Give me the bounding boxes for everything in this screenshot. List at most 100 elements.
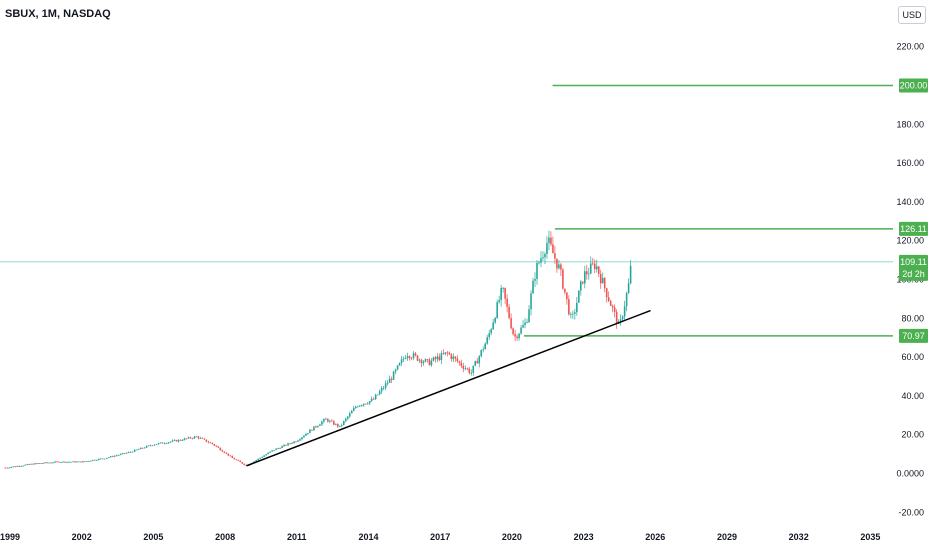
candle — [28, 463, 30, 465]
candle — [544, 251, 546, 265]
candle — [32, 463, 34, 465]
candle — [289, 442, 291, 445]
candle — [52, 461, 54, 464]
candle — [430, 358, 433, 367]
candle — [337, 423, 339, 429]
candle — [237, 459, 240, 461]
candle — [390, 376, 393, 384]
candle — [358, 405, 361, 407]
candle — [344, 417, 347, 423]
y-tick-label: 140.00 — [896, 197, 924, 207]
candle — [438, 353, 441, 362]
y-tick-label: 220.00 — [896, 42, 924, 52]
time-axis[interactable]: 1999 2002 2005 2008 2011 2014 2017 2020 2023 2026… — [0, 532, 880, 542]
candle — [135, 449, 138, 451]
candle — [74, 460, 76, 463]
trendline[interactable] — [246, 309, 651, 467]
candle — [179, 439, 182, 441]
candle — [143, 446, 146, 449]
y-tick-label: 40.00 — [901, 391, 924, 401]
candle — [464, 365, 467, 371]
candle — [522, 320, 524, 329]
candle — [145, 445, 148, 449]
candle — [221, 449, 224, 452]
candle — [362, 403, 365, 407]
candle — [456, 355, 459, 363]
x-tick-label: 2002 — [72, 532, 92, 542]
candle — [219, 447, 222, 451]
candle — [587, 267, 590, 280]
candle — [285, 444, 287, 446]
candle — [34, 462, 36, 465]
candle — [339, 425, 341, 428]
candle — [376, 394, 379, 396]
candle — [269, 451, 271, 454]
candle — [30, 463, 32, 465]
candle — [165, 442, 168, 444]
y-tick-label: 20.00 — [901, 430, 924, 440]
candle — [510, 313, 512, 330]
candle — [554, 245, 556, 264]
candle — [422, 360, 425, 366]
candle — [313, 426, 315, 431]
candle — [526, 318, 528, 324]
candle — [197, 435, 200, 440]
candle — [333, 419, 335, 426]
candle — [580, 279, 582, 296]
candle — [293, 441, 295, 444]
candle — [275, 448, 277, 451]
candle — [229, 454, 232, 457]
x-tick-label: 2014 — [358, 532, 378, 542]
candle — [542, 251, 544, 261]
candle — [111, 455, 114, 458]
candle — [472, 365, 475, 376]
candle — [402, 356, 405, 363]
candle — [400, 356, 403, 367]
candle — [60, 461, 62, 463]
candle — [578, 290, 580, 303]
candle — [233, 457, 236, 460]
candle — [157, 442, 160, 445]
candle — [474, 360, 477, 367]
candle — [323, 418, 325, 424]
candle — [113, 455, 116, 458]
candle — [564, 288, 566, 295]
candle — [10, 466, 12, 469]
candle — [137, 448, 140, 450]
candle — [611, 304, 614, 313]
candle — [139, 447, 142, 450]
candle — [263, 454, 265, 457]
candle — [346, 415, 349, 421]
support-trendline[interactable] — [246, 309, 651, 467]
candle — [98, 458, 100, 461]
candle — [396, 365, 399, 371]
candle — [185, 438, 188, 440]
x-tick-label: 2023 — [574, 532, 594, 542]
candle — [163, 442, 166, 445]
candle — [434, 355, 437, 363]
candle — [412, 351, 415, 361]
candle — [127, 451, 130, 454]
candle — [536, 260, 538, 285]
candle — [428, 357, 431, 366]
candle — [20, 465, 22, 467]
x-tick-label: 2005 — [143, 532, 163, 542]
candle — [129, 451, 132, 453]
candle — [392, 370, 395, 381]
x-tick-label: 1999 — [0, 532, 20, 542]
candle — [169, 441, 172, 443]
candle — [530, 290, 532, 316]
candle — [301, 436, 303, 441]
candle — [299, 437, 301, 442]
candle — [613, 304, 616, 318]
candle — [147, 445, 150, 447]
candle — [327, 418, 329, 423]
candle — [572, 310, 574, 319]
y-tick-label: 80.00 — [901, 313, 924, 323]
currency-button[interactable]: USD — [898, 6, 926, 24]
candle — [416, 354, 419, 362]
candle — [321, 420, 323, 426]
candle — [38, 463, 40, 465]
candle — [159, 442, 162, 444]
